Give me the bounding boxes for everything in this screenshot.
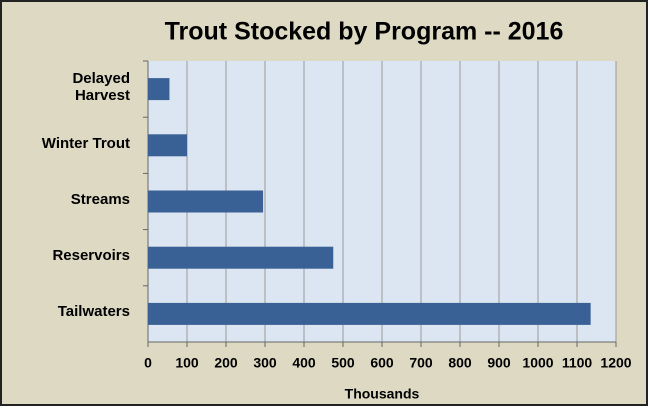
- x-tick-label: 200: [214, 355, 238, 371]
- bar: [148, 246, 334, 269]
- bar: [148, 78, 170, 101]
- bar: [148, 302, 591, 325]
- y-tick-label: Tailwaters: [57, 303, 130, 321]
- x-tick-label: 0: [144, 355, 152, 371]
- y-tick-label: Winter Trout: [41, 134, 130, 152]
- chart-title: Trout Stocked by Program -- 2016: [165, 18, 564, 46]
- x-tick-label: 1100: [562, 355, 593, 371]
- bar: [148, 134, 187, 157]
- x-tick-label: 900: [487, 355, 511, 371]
- x-axis-label: Thousands: [345, 386, 420, 402]
- y-tick-label: Delayed Harvest: [72, 70, 130, 105]
- y-tick-label: Streams: [70, 190, 130, 208]
- x-tick-label: 1200: [600, 355, 631, 371]
- x-tick-label: 1000: [522, 355, 553, 371]
- x-tick-label: 300: [253, 355, 277, 371]
- x-tick-label: 100: [175, 355, 199, 371]
- x-tick-label: 700: [409, 355, 433, 371]
- bar: [148, 190, 264, 213]
- x-tick-label: 500: [331, 355, 355, 371]
- x-tick-label: 800: [448, 355, 472, 371]
- x-tick-label: 600: [370, 355, 394, 371]
- x-tick-label: 400: [292, 355, 316, 371]
- y-tick-label: Reservoirs: [52, 247, 130, 265]
